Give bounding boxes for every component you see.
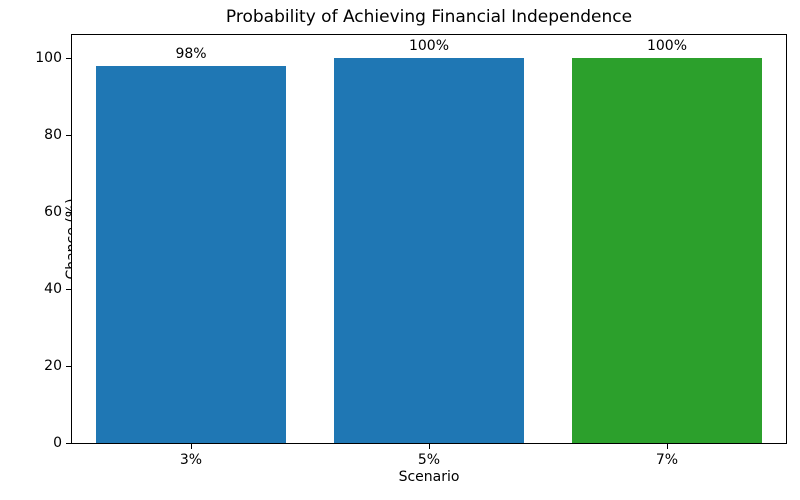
x-axis-label: Scenario: [398, 469, 460, 485]
y-tick-label: 20: [44, 358, 62, 375]
x-tick-label: 3%: [179, 452, 203, 468]
x-tick-mark: [190, 444, 192, 449]
bar-5%: [333, 58, 525, 443]
y-tick-label: 100: [35, 50, 62, 67]
x-tick-mark: [666, 444, 668, 449]
bar-value-label: 100%: [646, 38, 688, 55]
y-tick-mark: [66, 134, 71, 136]
y-tick-mark: [66, 365, 71, 367]
bar-value-label: 100%: [408, 38, 450, 55]
plot-area: 0 20 40 60 80 100 98% 3% 100% 5% 100% 7%: [35, 34, 787, 468]
y-tick-label: 0: [53, 435, 62, 451]
y-tick-label: 40: [44, 281, 62, 298]
bar-7%: [571, 58, 763, 443]
y-tick-mark: [66, 211, 71, 213]
y-tick-mark: [66, 288, 71, 290]
y-tick-mark: [66, 57, 71, 59]
bar-3%: [95, 65, 287, 443]
bar-value-label: 98%: [175, 45, 207, 62]
y-tick-mark: [66, 442, 71, 444]
y-tick-label: 80: [44, 127, 62, 144]
x-tick-label: 5%: [417, 452, 441, 468]
y-tick-label: 60: [44, 204, 62, 221]
x-tick-mark: [428, 444, 430, 449]
x-tick-label: 7%: [655, 452, 679, 468]
chart-title: Probability of Achieving Financial Indep…: [225, 7, 633, 27]
